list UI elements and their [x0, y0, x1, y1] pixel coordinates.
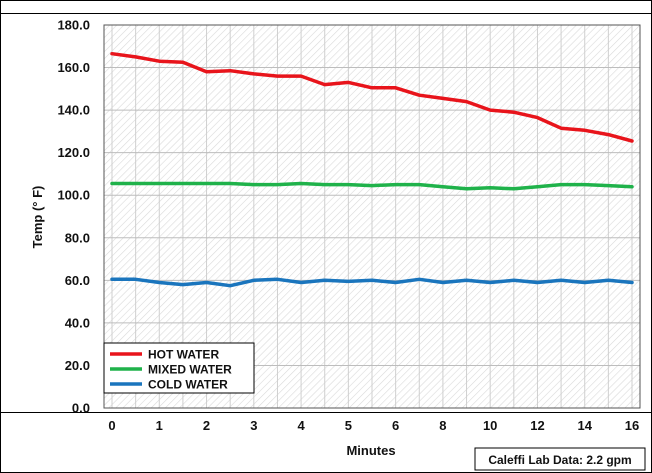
- x-tick-label: 6: [392, 418, 399, 433]
- x-tick-label: 14: [577, 418, 592, 433]
- series-line-mixed-water: [110, 181, 634, 191]
- y-tick-label: 100.0: [57, 188, 90, 203]
- x-axis-title: Minutes: [346, 443, 395, 458]
- series-line-cold-water: [110, 277, 634, 288]
- x-tick-label: 2: [203, 418, 210, 433]
- y-tick-label: 180.0: [57, 18, 90, 33]
- series-line-hot-water: [110, 51, 634, 143]
- note-text: Caleffi Lab Data: 2.2 gpm: [488, 453, 631, 467]
- y-tick-label: 40.0: [65, 315, 90, 330]
- y-tick-label: 60.0: [65, 273, 90, 288]
- data-source-note: Caleffi Lab Data: 2.2 gpm: [474, 447, 646, 471]
- y-axis-title: Temp (° F): [30, 186, 45, 249]
- x-tick-label: 0: [108, 418, 115, 433]
- x-tick-label: 16: [625, 418, 639, 433]
- y-tick-label: 140.0: [57, 103, 90, 118]
- note-box: [474, 447, 646, 471]
- x-tick-label: 12: [530, 418, 544, 433]
- x-tick-label: 4: [297, 418, 305, 433]
- legend-label: MIXED WATER: [148, 363, 232, 377]
- x-axis-ticks: 0 1 2 3 4 5 6 8 10 12 14 16: [108, 418, 639, 433]
- legend-label: HOT WATER: [148, 348, 219, 362]
- y-tick-label: 0.0: [72, 401, 90, 416]
- y-tick-label: 120.0: [57, 145, 90, 160]
- x-tick-label: 1: [156, 418, 163, 433]
- x-tick-label: 8: [439, 418, 446, 433]
- x-tick-label: 5: [345, 418, 352, 433]
- y-tick-label: 20.0: [65, 358, 90, 373]
- y-axis-ticks: 0.0 20.0 40.0 60.0 80.0 100.0 120.0 140.0 160.0 1…: [57, 18, 90, 416]
- plot-area-border: [103, 24, 641, 409]
- y-tick-label: 80.0: [65, 230, 90, 245]
- x-tick-label: 3: [250, 418, 257, 433]
- series-lines: [110, 51, 634, 288]
- legend-label: COLD WATER: [148, 378, 228, 392]
- y-tick-label: 160.0: [57, 60, 90, 75]
- x-tick-label: 10: [483, 418, 497, 433]
